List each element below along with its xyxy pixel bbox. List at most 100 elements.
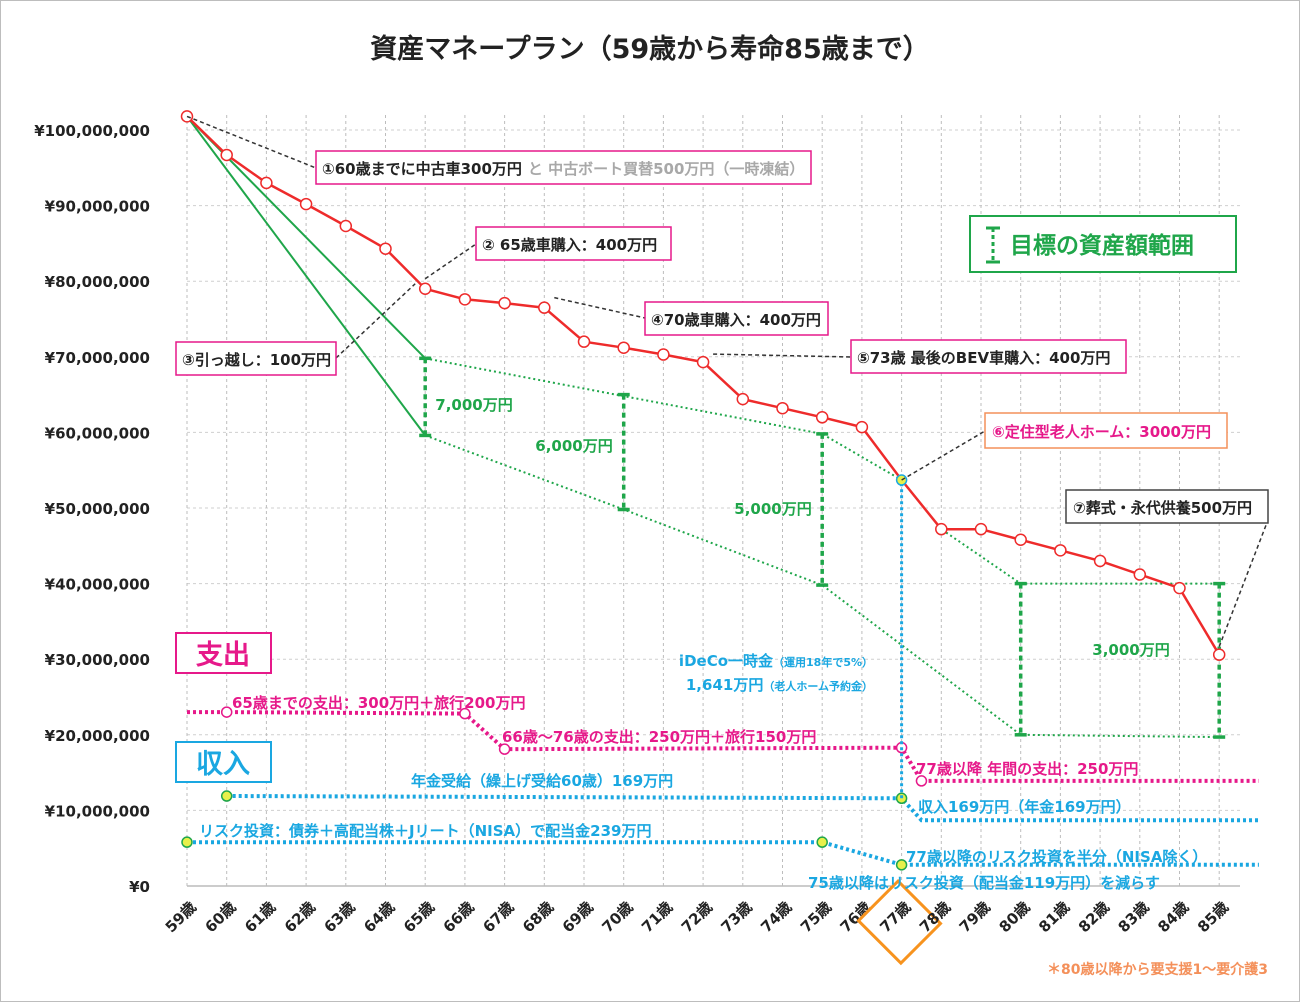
target-range-legend: 目標の資産額範囲 — [969, 215, 1237, 273]
asset-line — [180, 110, 1226, 661]
dividend-line — [187, 840, 1259, 867]
event-leader-line — [901, 430, 986, 481]
svg-text:支出: 支出 — [196, 640, 250, 671]
expense-note: 65歳までの支出：300万円＋旅行200万円 — [232, 694, 526, 712]
target-upper-dotted — [425, 357, 1220, 585]
event-5-callout: ⑤73歳 最後のBEV車購入：400万円 — [850, 339, 1127, 374]
income-section-label: 収入 — [175, 741, 272, 783]
expense-point — [220, 706, 233, 718]
event-3-label: ③引っ越し：100万円 — [182, 351, 331, 369]
income-note: 75歳以降はリスク投資（配当金119万円）を減らす — [808, 874, 1160, 892]
y-tick-label: ¥80,000,000 — [45, 273, 150, 291]
event-4-label: ④70歳車購入：400万円 — [651, 311, 821, 329]
chart-title: 資産マネープラン（59歳から寿命85歳まで） — [370, 33, 930, 65]
dividend-point — [816, 836, 828, 848]
expense-section-label: 支出 — [175, 632, 272, 674]
expense-note: 66歳～76歳の支出：250万円＋旅行150万円 — [502, 728, 816, 746]
target-range-label: 3,000万円 — [1092, 641, 1169, 659]
event-1-extra: と 中古ボート買替500万円（一時凍結） — [528, 160, 805, 178]
x-tick-highlight-box — [856, 878, 943, 966]
expense-point — [915, 775, 928, 787]
asset-point — [538, 301, 551, 314]
y-tick-label: ¥10,000,000 — [45, 802, 150, 820]
expense-point — [498, 743, 511, 755]
asset-point — [776, 401, 789, 415]
event-leader-line — [186, 115, 317, 169]
asset-point — [1212, 648, 1226, 661]
target-range-label: 5,000万円 — [734, 500, 811, 518]
income-note: 収入169万円（年金169万円） — [918, 798, 1131, 816]
footnote: ＊80歳以降から要支援1～要介護3 — [1047, 961, 1268, 978]
event-leader-lines — [186, 115, 1269, 647]
event-3-callout: ③引っ越し：100万円 — [175, 341, 337, 376]
event-1-callout: ①60歳までに中古車300万円と 中古ボート買替500万円（一時凍結） — [315, 150, 812, 185]
asset-point — [220, 148, 233, 162]
expense-note: 77歳以降 年間の支出：250万円 — [916, 760, 1138, 778]
asset-point — [1054, 544, 1067, 557]
asset-point — [815, 411, 829, 424]
event-5-label: ⑤73歳 最後のBEV車購入：400万円 — [857, 349, 1110, 367]
event-2-callout: ② 65歳車購入：400万円 — [475, 226, 672, 261]
asset-point — [736, 392, 750, 406]
target-range-label: 7,000万円 — [435, 396, 512, 414]
asset-point — [498, 296, 511, 310]
asset-point — [1173, 581, 1186, 595]
y-tick-label: ¥50,000,000 — [45, 500, 150, 518]
income-note: リスク投資：債券＋高配当株＋Jリート（NISA）で配当金239万円 — [199, 822, 651, 840]
event-leader-line — [713, 353, 852, 358]
event-6-callout: ⑥定住型老人ホーム：3000万円 — [984, 412, 1228, 449]
dividend-point — [895, 859, 908, 871]
y-tick-label: ¥40,000,000 — [45, 576, 150, 594]
event-leader-line — [554, 296, 646, 319]
pension-line — [226, 794, 1259, 823]
cashflow-lines — [181, 480, 1259, 871]
income-note: 年金受給（繰上げ受給60歳）169万円 — [411, 772, 673, 790]
y-tick-label: ¥60,000,000 — [45, 424, 150, 442]
y-tick-label: ¥30,000,000 — [45, 651, 150, 669]
svg-text:収入: 収入 — [196, 749, 250, 780]
asset-point — [577, 335, 591, 348]
legend-label: 目標の資産額範囲 — [1010, 232, 1194, 259]
y-tick-label: ¥90,000,000 — [45, 198, 150, 216]
target-lower-solid — [186, 115, 427, 436]
event-7-label: ⑦葬式・永代供養500万円 — [1073, 499, 1252, 517]
asset-point — [1014, 533, 1027, 547]
y-axis-ticks: ¥0 ¥10,000,000 ¥20,000,000 ¥30,000,000 ¥40,0… — [34, 122, 150, 896]
event-leader-line — [1218, 519, 1269, 647]
asset-point — [855, 420, 869, 434]
asset-point — [935, 522, 948, 536]
asset-point — [1133, 568, 1147, 581]
income-note: 77歳以降のリスク投資を半分（NISA除く） — [906, 848, 1207, 866]
dividend-point — [181, 836, 193, 848]
asset-point — [418, 282, 432, 296]
asset-point — [657, 348, 670, 361]
target-range-label: 6,000万円 — [535, 437, 612, 455]
event-6-label: ⑥定住型老人ホーム：3000万円 — [992, 423, 1211, 441]
asset-point — [1093, 554, 1107, 568]
asset-point — [617, 341, 630, 354]
svg-text:1,641万円（老人ホーム予約金）: 1,641万円（老人ホーム予約金） — [686, 676, 873, 694]
event-1-label: ①60歳までに中古車300万円 — [322, 160, 522, 178]
asset-point — [974, 522, 988, 536]
asset-point — [299, 197, 313, 211]
expense-point — [459, 707, 471, 720]
target-lower-dotted — [424, 434, 1220, 739]
asset-point — [260, 176, 273, 190]
y-tick-label: ¥70,000,000 — [45, 349, 150, 367]
ideco-note: iDeCo一時金（運用18年で5%） 1,641万円（老人ホーム予約金） — [679, 652, 873, 694]
y-tick-label: ¥100,000,000 — [34, 122, 150, 140]
y-tick-label: ¥0 — [129, 878, 150, 896]
event-7-callout: ⑦葬式・永代供養500万円 — [1065, 489, 1269, 524]
asset-point — [339, 219, 353, 233]
asset-point — [379, 242, 392, 255]
svg-text:iDeCo一時金（運用18年で5%）: iDeCo一時金（運用18年で5%） — [679, 652, 873, 670]
event-4-callout: ④70歳車購入：400万円 — [644, 301, 829, 336]
y-tick-label: ¥20,000,000 — [45, 727, 150, 745]
event-2-label: ② 65歳車購入：400万円 — [482, 236, 657, 254]
pension-point — [220, 790, 233, 802]
asset-point — [696, 355, 710, 369]
event-leader-line — [424, 243, 477, 280]
